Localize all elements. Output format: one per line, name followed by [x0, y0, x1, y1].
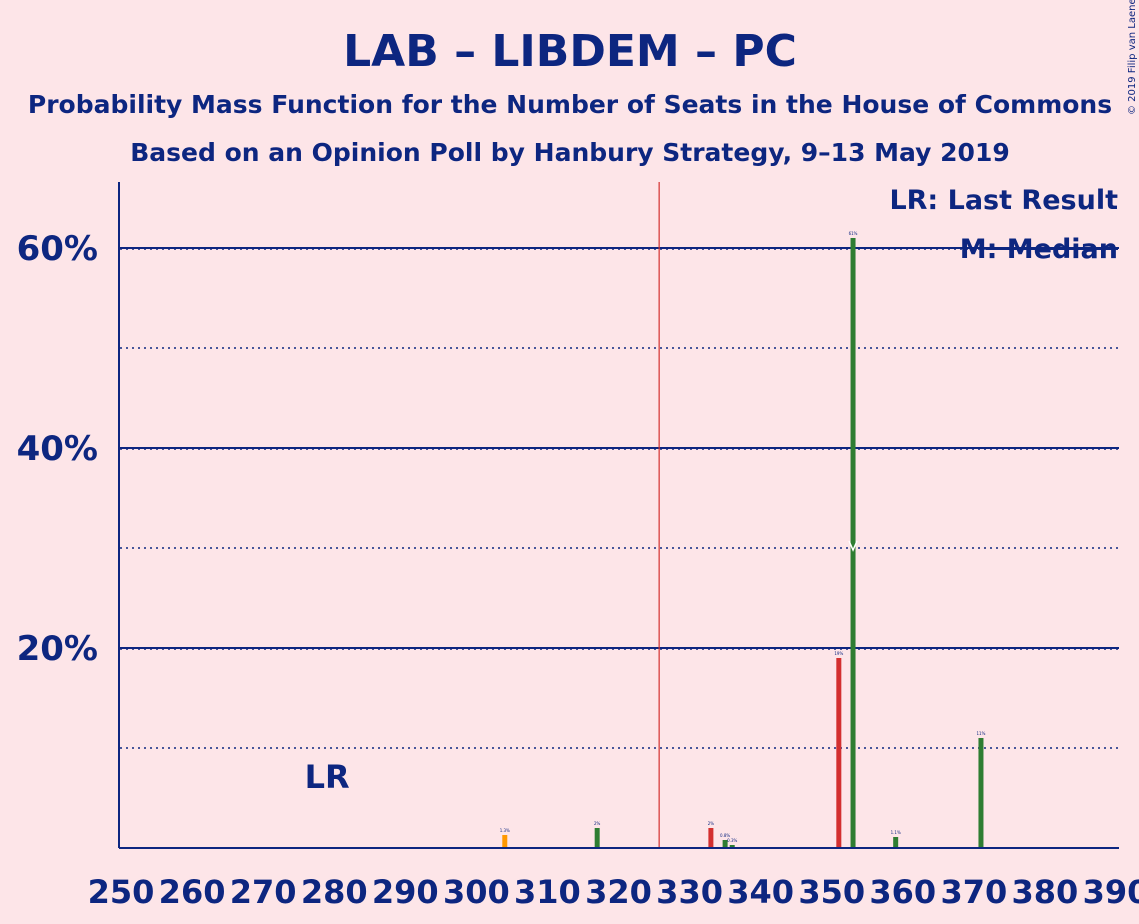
y-tick-label: 20% [17, 629, 98, 669]
bar-304 [502, 835, 508, 848]
x-tick-label: 270 [230, 873, 297, 911]
x-tick-label: 300 [443, 873, 510, 911]
x-tick-label: 260 [159, 873, 226, 911]
bar-label-333: 2% [708, 821, 715, 826]
x-tick-label: 340 [727, 873, 794, 911]
bar-371 [978, 738, 984, 848]
x-tick-label: 320 [585, 873, 652, 911]
x-tick-label: 390 [1083, 873, 1139, 911]
bar-317 [594, 828, 600, 848]
x-tick-label: 380 [1012, 873, 1079, 911]
x-tick-label: 280 [301, 873, 368, 911]
markers [658, 182, 858, 848]
bar-351 [836, 658, 842, 848]
bar-label-353: 61% [849, 231, 858, 236]
bar-333 [708, 828, 714, 848]
x-tick-label: 350 [798, 873, 865, 911]
y-tick-label: 40% [17, 429, 98, 469]
x-axis-ticks: 250 260 270 280 290 300 310 320 330 340 350 360 370 3… [88, 873, 1139, 911]
bar-label-304: 1.3% [500, 828, 510, 833]
bars: 1.3% 2% 2% 0.8%0.3% 19% 61% 1.1% 11% [500, 231, 986, 848]
x-tick-label: 250 [88, 873, 155, 911]
bar-359 [893, 837, 899, 848]
x-tick-label: 310 [514, 873, 581, 911]
y-axis-ticks: 20% 40% 60% [17, 229, 98, 669]
gridlines [120, 247, 1119, 749]
bar-335 [722, 840, 728, 848]
bar-336 [729, 845, 735, 848]
x-tick-label: 330 [656, 873, 723, 911]
chart-subtitle-1: Probability Mass Function for the Number… [28, 90, 1112, 119]
last-result-label: LR [305, 758, 350, 796]
bar-label-371: 11% [977, 731, 986, 736]
chart-subtitle-2: Based on an Opinion Poll by Hanbury Stra… [130, 138, 1009, 167]
legend-last-result: LR: Last Result [889, 185, 1118, 216]
copyright-text: © 2019 Filip van Laenen [1127, 0, 1138, 115]
x-tick-label: 290 [372, 873, 439, 911]
bar-353 [850, 238, 856, 848]
x-tick-label: 360 [869, 873, 936, 911]
bar-label-336: 0.3% [727, 838, 737, 843]
chart-title: LAB – LIBDEM – PC [343, 26, 797, 77]
bar-label-351: 19% [834, 651, 843, 656]
y-tick-label: 60% [17, 229, 98, 269]
median-marker [848, 540, 858, 552]
x-tick-label: 370 [940, 873, 1007, 911]
bar-label-359: 1.1% [891, 830, 901, 835]
bar-label-317: 2% [594, 821, 601, 826]
bar-label-335: 0.8% [720, 833, 730, 838]
